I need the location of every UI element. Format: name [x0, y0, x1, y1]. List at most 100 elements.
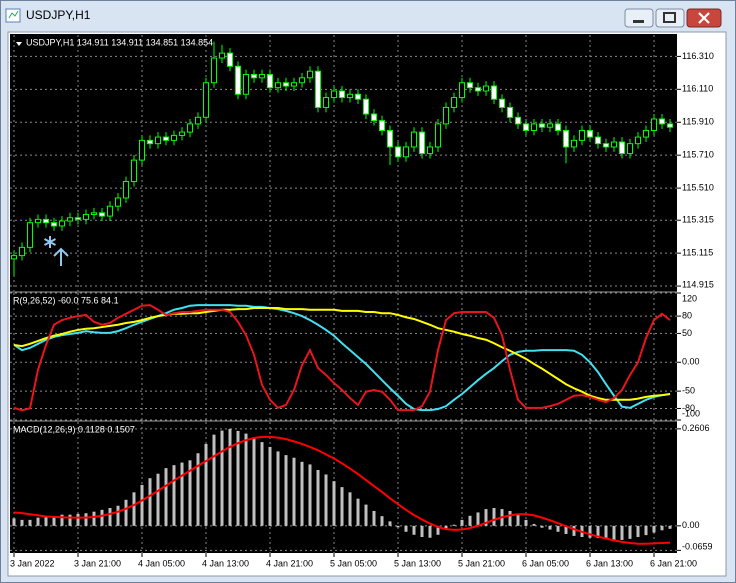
histogram-bar [604, 525, 608, 539]
histogram-bar [164, 468, 168, 526]
histogram-bar [516, 514, 520, 526]
candle-body [387, 129, 393, 148]
candle-body [251, 74, 257, 79]
candle-body [483, 85, 489, 92]
candle-body [155, 136, 161, 145]
candle-body [635, 136, 641, 145]
candle-body [339, 90, 345, 99]
histogram-bar [524, 519, 528, 526]
window-title: USDJPY,H1 [26, 8, 91, 22]
histogram-bar [300, 461, 304, 526]
indicator-line [13, 304, 671, 412]
plot-layer [10, 35, 677, 553]
candle-body [459, 82, 465, 99]
histogram-bar [460, 519, 464, 526]
candle-body [59, 220, 65, 227]
histogram-bar [484, 509, 488, 526]
histogram-bar [588, 525, 592, 538]
candle-body [331, 90, 337, 99]
histogram-bar [92, 511, 96, 526]
candle-body [579, 129, 585, 141]
histogram-bar [188, 460, 192, 526]
candle-body [467, 82, 473, 89]
histogram-bar [348, 492, 352, 526]
histogram-bar [28, 519, 32, 526]
candle-body [643, 129, 649, 138]
window-icon [5, 8, 21, 23]
histogram-bar [76, 513, 80, 526]
histogram-bar [508, 510, 512, 526]
candle-body [115, 197, 121, 207]
histogram-bar [612, 525, 616, 540]
candle-body [531, 123, 537, 131]
histogram-bar [252, 438, 256, 526]
candle-body [659, 118, 665, 125]
candle-body [563, 129, 569, 148]
histogram-bar [420, 525, 424, 537]
candle-body [91, 212, 97, 215]
candle-body [435, 123, 441, 148]
candle-body [43, 218, 49, 224]
candle-body [179, 131, 185, 136]
indicator-header: R(9,26,52) -60.0 75.6 84.1 [13, 295, 119, 305]
histogram-bar [380, 516, 384, 526]
x-tick-label: 6 Jan 13:00 [586, 558, 633, 568]
candle-body [307, 70, 313, 79]
y-tick-label: 80 [682, 310, 692, 320]
candle-body [291, 82, 297, 87]
minimize-button[interactable] [624, 8, 654, 28]
y-tick-label: 116.110 [682, 84, 713, 94]
maximize-button[interactable] [655, 8, 685, 28]
histogram-bar [364, 504, 368, 526]
y-tick-label: 115.510 [682, 182, 714, 192]
histogram-bar [444, 525, 448, 530]
histogram-bar [428, 525, 432, 538]
candle-body [523, 123, 529, 131]
histogram-bar [476, 512, 480, 526]
histogram-bar [268, 446, 272, 526]
y-tick-label: -100 [682, 408, 700, 418]
histogram-bar [276, 451, 280, 526]
histogram-bar [172, 465, 176, 526]
candle-body [11, 255, 17, 260]
histogram-bar [404, 525, 408, 532]
histogram-bar [340, 487, 344, 526]
candle-body [99, 212, 105, 217]
arrow-marker [53, 247, 69, 266]
candle-body [67, 217, 73, 222]
candle-body [371, 113, 377, 122]
candle-body [243, 74, 249, 95]
candle-body [27, 222, 33, 248]
candle-body [227, 52, 233, 67]
candle-body [555, 123, 561, 131]
histogram-bar [436, 525, 440, 535]
x-tick-label: 4 Jan 05:00 [138, 558, 185, 568]
candle-body [427, 146, 433, 155]
y-tick-label: 115.315 [682, 215, 714, 225]
candle-body [611, 141, 617, 148]
x-tick-label: 4 Jan 13:00 [202, 558, 249, 568]
candle-body [571, 139, 577, 148]
histogram-bar [20, 519, 24, 526]
x-tick-label: 5 Jan 13:00 [394, 558, 441, 568]
y-tick-label: 115.115 [682, 248, 713, 258]
trade-marker [44, 236, 69, 266]
y-tick-label: 120 [682, 293, 697, 303]
candle-body [267, 74, 273, 89]
histogram-bar [652, 525, 656, 533]
histogram-bar [540, 525, 544, 528]
x-tick-label: 5 Jan 21:00 [458, 558, 505, 568]
histogram-bar [156, 473, 160, 526]
histogram-bar [564, 525, 568, 535]
candle-body [259, 74, 265, 79]
candle-body [443, 106, 449, 125]
candle-body [411, 131, 417, 148]
candle-body [275, 82, 281, 89]
histogram-bar [36, 517, 40, 526]
candle-body [363, 98, 369, 115]
histogram-bar [332, 481, 336, 526]
y-tick-label: -80 [682, 403, 695, 413]
candle-body [299, 77, 305, 84]
y-tick-label: -0.0659 [682, 541, 713, 551]
histogram-bar [212, 434, 216, 526]
